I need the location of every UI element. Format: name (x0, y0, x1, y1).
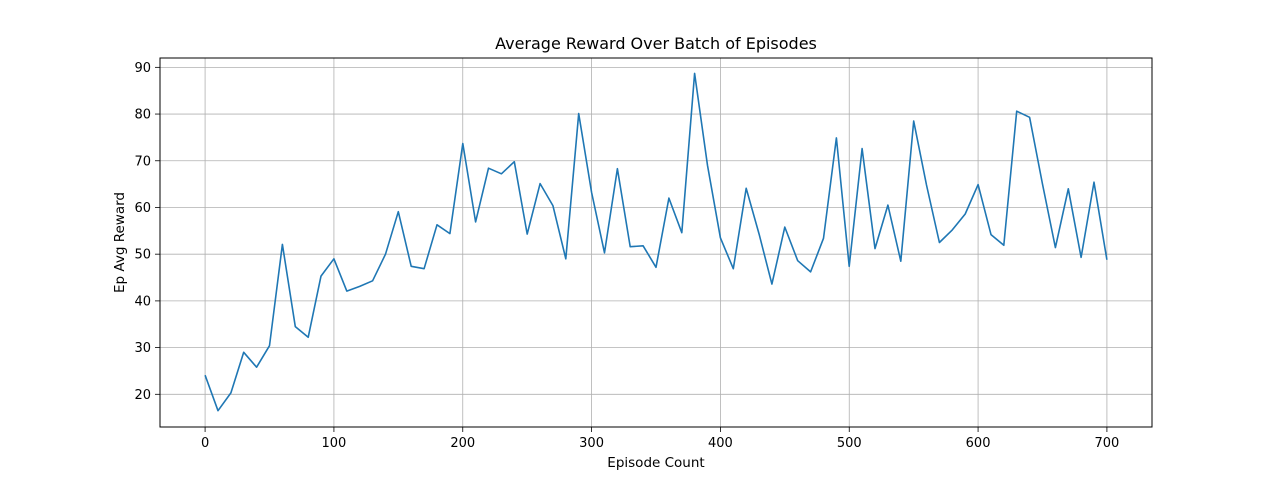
x-tick-label: 600 (966, 436, 991, 451)
x-axis-label: Episode Count (607, 455, 704, 471)
y-tick-label: 80 (134, 108, 151, 123)
y-tick-label: 50 (134, 248, 151, 263)
y-axis: 20 30 40 50 60 70 80 90 (134, 61, 160, 403)
series-line (204, 72, 1108, 412)
y-tick-label: 60 (134, 201, 151, 216)
y-tick-label: 30 (134, 341, 151, 356)
plot-frame (159, 57, 1153, 428)
x-tick-label: 0 (201, 436, 209, 451)
y-tick-label: 20 (134, 388, 151, 403)
chart-title: Average Reward Over Batch of Episodes (495, 34, 817, 53)
x-tick-label: 500 (837, 436, 862, 451)
y-tick-label: 70 (134, 154, 151, 169)
x-tick-label: 200 (450, 436, 475, 451)
x-tick-label: 300 (579, 436, 604, 451)
x-tick-label: 100 (322, 436, 347, 451)
x-axis: 0 100 200 300 400 500 600 700 (201, 427, 1119, 451)
grid (160, 58, 1152, 427)
series-group (204, 72, 1108, 412)
x-tick-label: 400 (708, 436, 733, 451)
y-tick-label: 90 (134, 61, 151, 76)
y-axis-label: Ep Avg Reward (112, 192, 128, 293)
y-tick-label: 40 (134, 294, 151, 309)
x-tick-label: 700 (1094, 436, 1119, 451)
